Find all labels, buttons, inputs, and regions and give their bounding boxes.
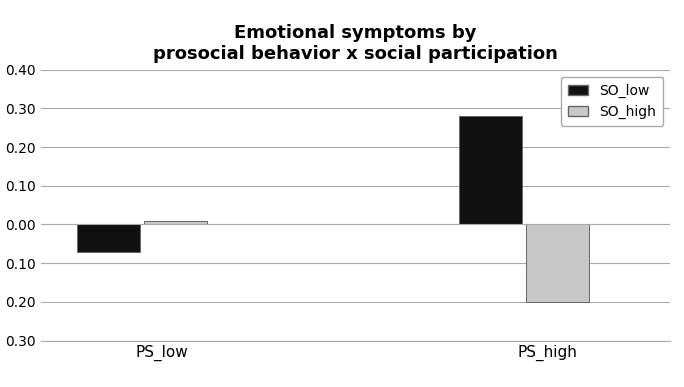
Bar xyxy=(144,221,207,224)
Legend: SO_low, SO_high: SO_low, SO_high xyxy=(561,77,663,126)
Bar xyxy=(77,224,140,252)
Bar xyxy=(459,116,522,224)
Title: Emotional symptoms by
prosocial behavior x social participation: Emotional symptoms by prosocial behavior… xyxy=(153,24,558,63)
Bar xyxy=(527,224,590,302)
Text: PS_low: PS_low xyxy=(136,344,189,361)
Text: PS_high: PS_high xyxy=(518,344,578,361)
